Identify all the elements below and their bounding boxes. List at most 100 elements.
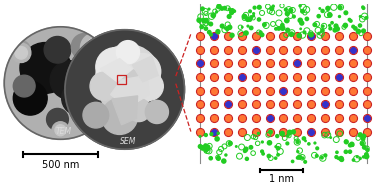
Circle shape [52, 122, 69, 139]
Point [355, 30, 361, 33]
Point [260, 152, 266, 155]
Point [248, 146, 254, 149]
Point [284, 12, 290, 15]
Text: 500 nm: 500 nm [42, 161, 79, 171]
Point [297, 149, 303, 152]
Point [274, 135, 280, 138]
Point [215, 132, 221, 135]
Point [314, 154, 320, 157]
Point [243, 148, 249, 151]
Point [311, 154, 318, 157]
Point [229, 9, 235, 12]
Point [256, 132, 262, 135]
Point [244, 157, 250, 160]
Point [251, 12, 257, 15]
Point [331, 6, 337, 9]
Circle shape [83, 102, 109, 128]
Circle shape [83, 51, 105, 73]
Point [308, 33, 314, 36]
Point [288, 9, 294, 12]
Point [304, 29, 310, 32]
Polygon shape [111, 75, 149, 108]
Circle shape [65, 30, 184, 149]
Point [333, 155, 339, 158]
Point [256, 31, 262, 34]
Point [273, 27, 279, 30]
Point [293, 137, 299, 140]
Point [347, 18, 353, 21]
Point [332, 29, 338, 32]
Circle shape [100, 68, 149, 117]
Point [275, 153, 281, 156]
Point [214, 11, 220, 14]
Point [267, 10, 273, 13]
Point [350, 158, 356, 161]
Point [262, 23, 268, 26]
Point [334, 27, 340, 30]
Point [225, 7, 231, 10]
Circle shape [44, 36, 71, 63]
Point [212, 13, 218, 16]
Point [276, 22, 282, 25]
Point [242, 149, 248, 152]
Point [208, 33, 214, 36]
Point [333, 138, 339, 141]
Point [350, 25, 356, 28]
Point [283, 8, 289, 11]
Point [348, 19, 354, 22]
Point [245, 25, 251, 28]
Point [251, 14, 257, 17]
Point [269, 11, 275, 14]
Point [306, 142, 312, 145]
Point [282, 137, 288, 140]
Point [361, 155, 367, 158]
Point [226, 142, 232, 145]
Point [290, 9, 296, 12]
Point [364, 149, 370, 152]
Text: 1 nm: 1 nm [269, 174, 294, 184]
Point [214, 137, 220, 140]
Point [289, 31, 295, 34]
Point [328, 136, 334, 139]
Point [275, 147, 281, 150]
Point [352, 27, 358, 30]
Point [333, 24, 339, 27]
Point [316, 15, 322, 18]
Point [343, 140, 349, 143]
Point [226, 8, 232, 11]
Point [354, 157, 360, 160]
Point [210, 14, 216, 17]
Point [290, 160, 296, 163]
Point [362, 15, 368, 18]
Circle shape [12, 41, 30, 59]
Point [315, 29, 321, 32]
Point [218, 147, 224, 150]
Point [270, 23, 276, 26]
Point [233, 145, 239, 148]
Point [273, 157, 279, 160]
Point [258, 31, 264, 34]
Point [361, 135, 367, 138]
Point [248, 27, 254, 30]
Point [291, 15, 297, 18]
Point [279, 24, 285, 27]
Point [219, 24, 225, 27]
Point [335, 157, 341, 160]
Point [229, 34, 235, 37]
Point [203, 133, 209, 136]
Circle shape [50, 61, 89, 99]
Point [265, 5, 271, 8]
Point [209, 15, 215, 18]
Point [338, 6, 344, 9]
Circle shape [135, 72, 163, 100]
Point [215, 31, 222, 34]
Point [296, 156, 302, 159]
Bar [117, 75, 126, 84]
Point [197, 135, 203, 138]
Point [294, 141, 300, 144]
Point [304, 8, 310, 11]
Point [203, 149, 209, 152]
Circle shape [13, 81, 47, 115]
Point [341, 26, 347, 29]
Point [347, 150, 353, 153]
